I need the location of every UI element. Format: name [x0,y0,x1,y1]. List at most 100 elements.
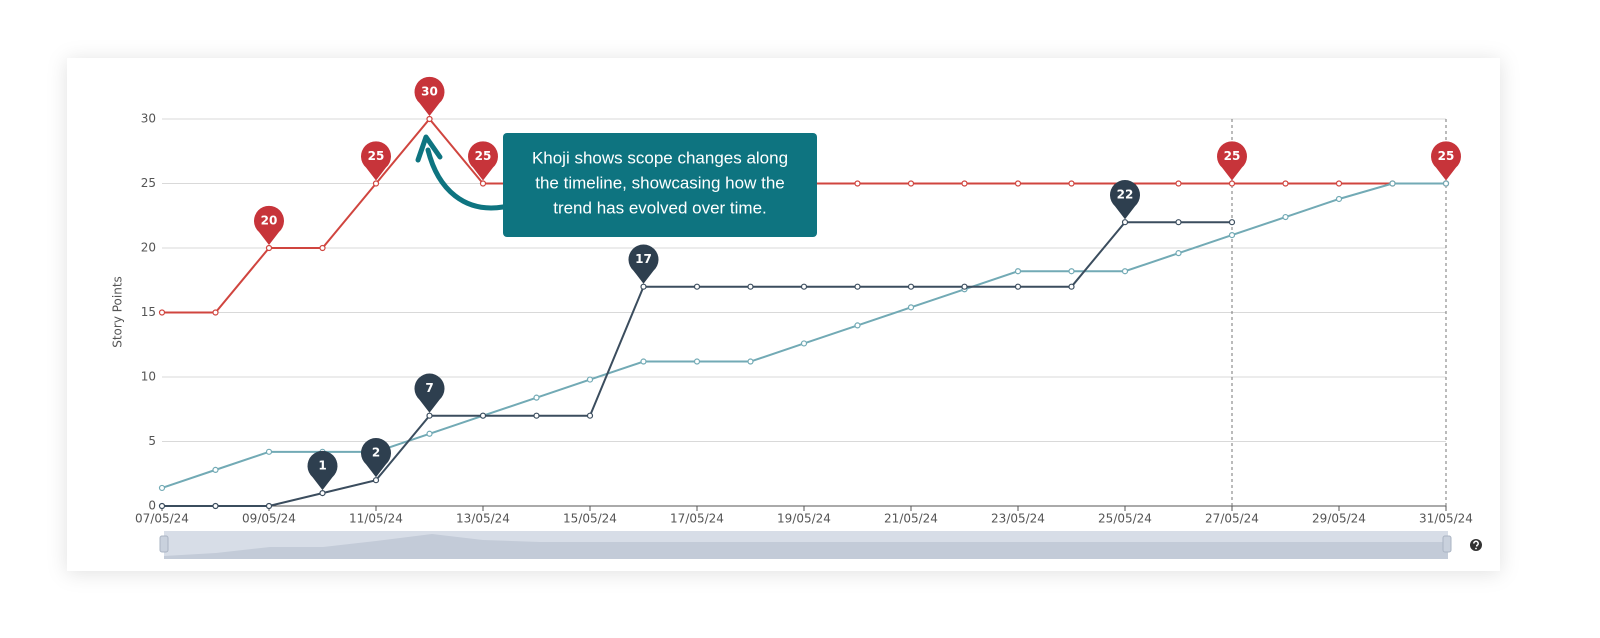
pin [468,141,499,181]
data-point [1228,232,1236,239]
pin-label: 2 [372,446,380,460]
annotation: Khoji shows scope changes along the time… [415,133,817,237]
pin [254,205,284,245]
x-tick-label: 31/05/24 [1419,512,1473,526]
data-point [586,412,594,419]
pin-label: 1 [318,459,326,473]
callout-box [503,133,817,237]
data-point [1175,250,1182,257]
pin [414,373,445,413]
callout-text: Khoji shows scope changes along [532,148,788,167]
data-point [907,304,915,311]
data-point [319,244,326,252]
data-point [158,484,166,492]
data-point [1228,219,1236,226]
y-tick-label: 20 [141,241,156,255]
callout-arrow [425,147,506,211]
y-tick-label: 15 [141,305,156,319]
pin-label: 7 [425,381,433,395]
data-point [640,358,647,365]
data-point [1121,268,1129,275]
x-tick-label: 27/05/24 [1205,512,1259,526]
x-tick-label: 07/05/24 [135,512,189,526]
data-point [1014,180,1022,187]
data-point [854,180,861,187]
callout-text: the timeline, showcasing how the [535,173,784,192]
range-slider[interactable] [159,531,1452,559]
callout-arrowhead [415,134,443,163]
data-point [319,490,326,497]
data-point [265,448,273,455]
data-point [800,283,808,290]
data-point [212,502,219,510]
x-tick-label: 25/05/24 [1098,512,1152,526]
data-point [265,502,273,510]
data-point [372,180,380,187]
pin-label: 20 [261,214,278,228]
y-axis-label: Story Points [111,276,125,348]
data-point [479,180,487,187]
slider-handle[interactable] [159,535,169,553]
plot: 20 25 30 25 25 25 1 2 7 17 22 [158,76,1461,510]
pin [628,244,659,284]
data-point [212,309,219,316]
data-point [1389,180,1396,187]
y-tick-label: 0 [148,499,156,513]
pin-label: 25 [1438,149,1455,163]
data-point [693,283,701,290]
help-icon[interactable] [1470,539,1482,551]
data-point [640,283,647,290]
slider-handle[interactable] [1442,535,1452,553]
data-point [533,412,540,419]
data-point [1442,180,1450,187]
data-point [586,376,594,383]
x-tick-label: 11/05/24 [349,512,403,526]
data-point [212,466,219,473]
data-point [1175,180,1182,187]
y-tick-label: 10 [141,370,156,384]
data-point [907,283,915,290]
x-tick-label: 21/05/24 [884,512,938,526]
data-point [747,358,754,365]
x-tick-label: 09/05/24 [242,512,296,526]
data-point [1068,283,1075,290]
x-tick-label: 17/05/24 [670,512,724,526]
data-point [533,394,540,401]
pin-label: 25 [475,149,492,163]
x-tick-label: 19/05/24 [777,512,831,526]
pin [1217,141,1247,181]
data-point [693,358,701,365]
data-point [426,115,433,123]
pin [414,76,445,116]
y-tick-label: 30 [141,112,156,126]
data-point [1175,219,1182,226]
y-tick-label: 5 [148,434,156,448]
data-point [1014,268,1022,275]
data-point [747,283,754,290]
pin [307,450,338,491]
data-point [1068,180,1075,187]
data-point [265,244,273,252]
data-point [1121,219,1129,226]
grid: 0 5 10 15 20 25 30 07/05/24 09/05/24 11/05/24 13/0… [135,112,1473,526]
data-point [1282,213,1289,221]
data-point [961,283,968,290]
data-point [907,180,915,187]
pin-label: 22 [1117,188,1134,202]
data-point [854,322,861,329]
x-tick-label: 15/05/24 [563,512,617,526]
slider-preview [164,534,1448,559]
data-point [1335,195,1343,203]
data-point [426,430,433,437]
data-point [961,180,968,187]
pin [1431,141,1461,181]
data-point [426,412,433,419]
pin [361,141,392,181]
y-tick-label: 25 [141,176,156,190]
pin [1110,180,1140,220]
data-point [1282,180,1289,187]
pin-label: 17 [635,252,652,266]
data-point [1068,268,1075,275]
